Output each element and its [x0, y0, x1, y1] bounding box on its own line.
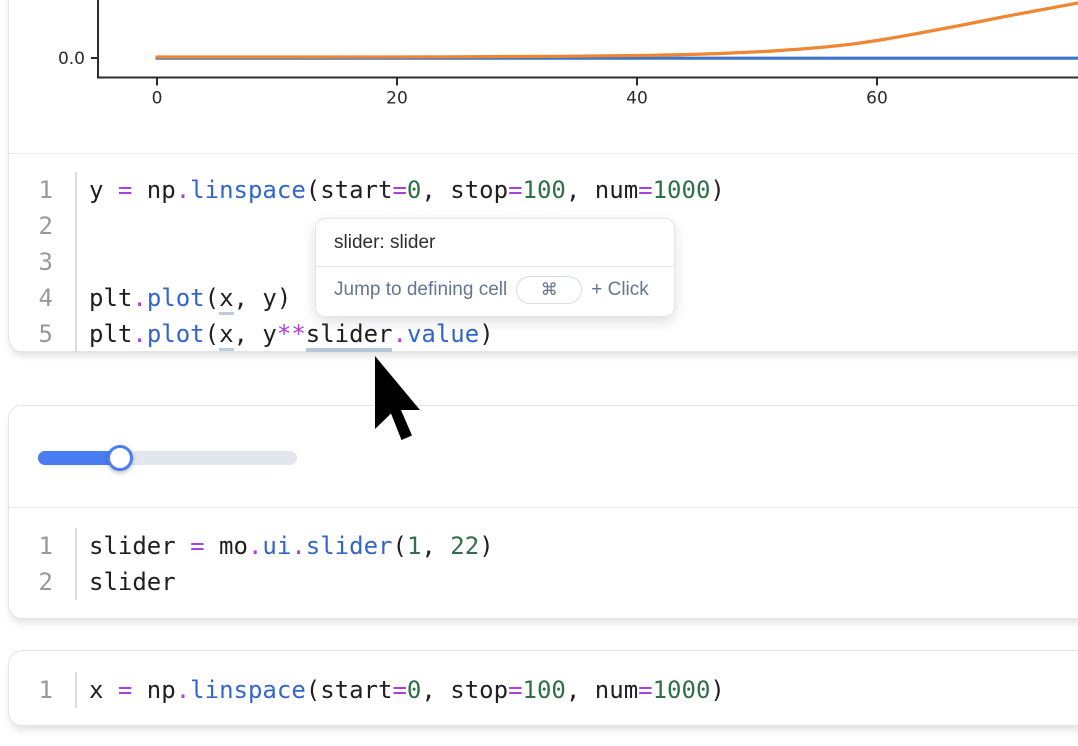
code-lines: y = np.linspace(start=0, stop=100, num=1… [75, 172, 725, 352]
code-line: slider = mo.ui.slider(1, 22) [89, 532, 494, 560]
jump-to-cell-label[interactable]: Jump to defining cell [334, 279, 508, 300]
mouse-cursor-icon [375, 356, 420, 440]
cell-x: 1 x = np.linspace(start=0, stop=100, num=… [8, 650, 1078, 726]
svg-text:40: 40 [626, 89, 648, 109]
code-line: y = np.linspace(start=0, stop=100, num=1… [89, 176, 725, 204]
svg-text:20: 20 [386, 89, 408, 109]
svg-text:0.0: 0.0 [58, 49, 85, 69]
code-editor-x[interactable]: 1 x = np.linspace(start=0, stop=100, num=… [9, 672, 725, 708]
cell-output-divider [9, 507, 1078, 508]
variable-hover-tooltip: slider: slider Jump to defining cell ⌘ +… [315, 218, 675, 317]
svg-text:60: 60 [866, 89, 888, 109]
tooltip-hint-row: Jump to defining cell ⌘ + Click [316, 267, 674, 316]
code-line: plt.plot(x, y**slider.value) [89, 316, 725, 352]
tooltip-divider [316, 266, 674, 267]
code-lines: x = np.linspace(start=0, stop=100, num=1… [75, 672, 725, 708]
code-line: plt.plot(x, y) [89, 280, 725, 316]
cell-slider: 1 2 slider = mo.ui.slider(1, 22) slider [8, 405, 1078, 619]
svg-text:0: 0 [152, 89, 163, 109]
code-editor-slider[interactable]: 1 2 slider = mo.ui.slider(1, 22) slider [9, 528, 494, 600]
cmd-key-badge: ⌘ [516, 276, 583, 304]
slider-handle[interactable] [107, 445, 133, 471]
code-lines: slider = mo.ui.slider(1, 22) slider [75, 528, 494, 600]
matplotlib-plot-output: 0.0 0 20 40 60 [58, 0, 1078, 109]
tooltip-variable-name: slider: slider [334, 232, 436, 253]
click-hint-label: + Click [591, 279, 649, 300]
code-line: x = np.linspace(start=0, stop=100, num=1… [89, 676, 725, 704]
cell-output-divider [9, 153, 1078, 154]
line-number-gutter: 1 [38, 676, 53, 704]
code-line: slider [89, 568, 176, 596]
